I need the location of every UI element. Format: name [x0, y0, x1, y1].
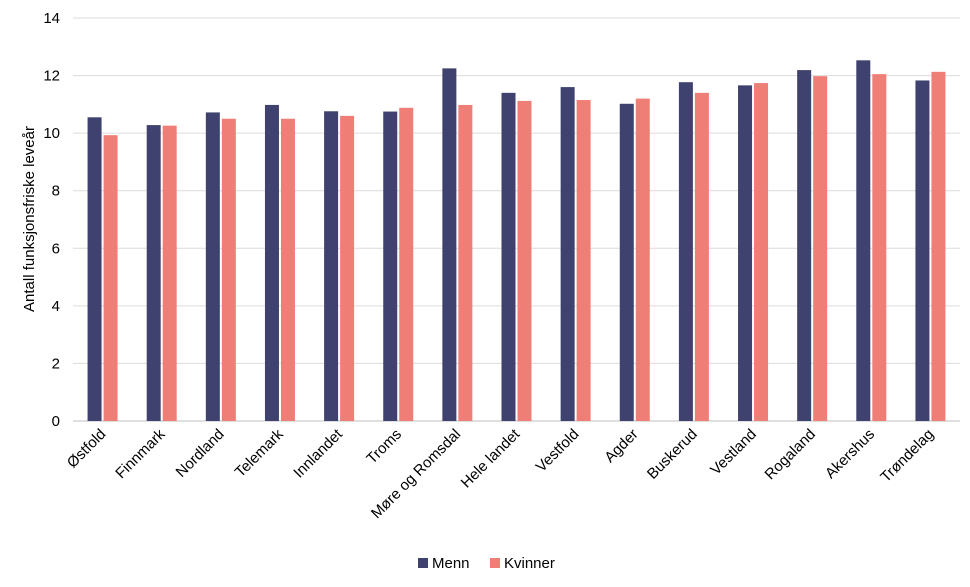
y-tick-label: 8	[52, 183, 60, 200]
bar-kvinner-12	[813, 76, 828, 421]
y-tick-label: 4	[52, 298, 60, 315]
bars	[87, 60, 946, 422]
bar-menn-9	[619, 103, 634, 421]
legend-label-menn: Menn	[432, 555, 470, 572]
bar-menn-14	[915, 80, 930, 421]
bar-kvinner-7	[517, 100, 532, 421]
bar-kvinner-9	[635, 98, 650, 421]
bar-kvinner-5	[399, 107, 414, 421]
legend-label-kvinner: Kvinner	[504, 555, 555, 572]
bar-menn-0	[87, 117, 102, 421]
x-tick-label: Troms	[363, 426, 405, 468]
legend: Menn Kvinner	[418, 555, 555, 572]
bar-kvinner-4	[340, 115, 355, 421]
y-tick-label: 10	[43, 125, 60, 142]
bar-menn-1	[146, 125, 161, 421]
y-axis-label: Antall funksjonsfriske leveår	[21, 126, 38, 312]
bar-kvinner-0	[103, 135, 118, 422]
bar-kvinner-1	[162, 125, 177, 421]
bar-menn-7	[501, 92, 516, 421]
y-tick-label: 14	[43, 10, 60, 27]
bar-menn-10	[678, 82, 693, 422]
bar-kvinner-6	[458, 104, 473, 421]
x-tick-label: Rogaland	[762, 426, 819, 483]
x-tick-label: Vestland	[707, 426, 760, 479]
bar-menn-3	[264, 104, 279, 421]
x-tick-label: Østfold	[64, 426, 110, 472]
bar-kvinner-11	[754, 83, 769, 421]
grid-lines	[73, 17, 960, 422]
x-tick-label: Telemark	[232, 425, 287, 480]
bar-kvinner-2	[221, 118, 236, 421]
bar-menn-12	[797, 70, 812, 421]
x-tick-label: Trøndelag	[877, 426, 937, 486]
x-tick-label: Akershus	[822, 426, 878, 482]
x-tick-label: Vestfold	[533, 426, 583, 476]
bar-kvinner-13	[872, 74, 887, 421]
x-tick-label: Nordland	[173, 426, 228, 481]
x-tick-label: Finnmark	[112, 425, 169, 482]
bar-kvinner-14	[931, 71, 946, 421]
x-tick-label: Hele landet	[458, 425, 524, 491]
y-axis: 0 2 4 6 8 10 12 14	[43, 10, 60, 430]
x-tick-label: Innlandet	[290, 425, 346, 481]
x-tick-label: Agder	[601, 426, 641, 466]
y-tick-label: 6	[52, 240, 60, 257]
bar-menn-13	[856, 60, 871, 421]
y-tick-label: 12	[43, 68, 60, 85]
bar-kvinner-3	[280, 118, 295, 421]
bar-menn-4	[324, 111, 339, 421]
bar-menn-8	[560, 87, 575, 421]
bar-kvinner-10	[694, 92, 709, 421]
x-axis: Østfold Finnmark Nordland Telemark Innlandet…	[64, 425, 937, 522]
y-tick-label: 0	[52, 413, 60, 430]
legend-swatch-kvinner	[490, 558, 500, 568]
bar-menn-2	[205, 112, 220, 421]
y-tick-label: 2	[52, 355, 60, 372]
bar-kvinner-8	[576, 100, 591, 422]
bar-menn-5	[383, 111, 398, 421]
bar-menn-11	[738, 85, 753, 421]
legend-swatch-menn	[418, 558, 428, 568]
x-tick-label: Buskerud	[644, 426, 701, 483]
bar-menn-6	[442, 68, 457, 421]
